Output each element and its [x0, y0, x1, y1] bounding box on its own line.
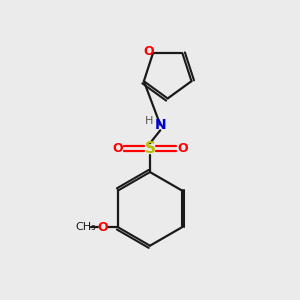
Text: O: O	[143, 45, 154, 58]
Text: CH₃: CH₃	[76, 222, 96, 232]
Text: N: N	[154, 118, 166, 132]
Text: O: O	[177, 142, 188, 155]
Text: O: O	[112, 142, 123, 155]
Text: H: H	[145, 116, 153, 126]
Text: O: O	[98, 221, 108, 234]
Text: S: S	[145, 141, 155, 156]
